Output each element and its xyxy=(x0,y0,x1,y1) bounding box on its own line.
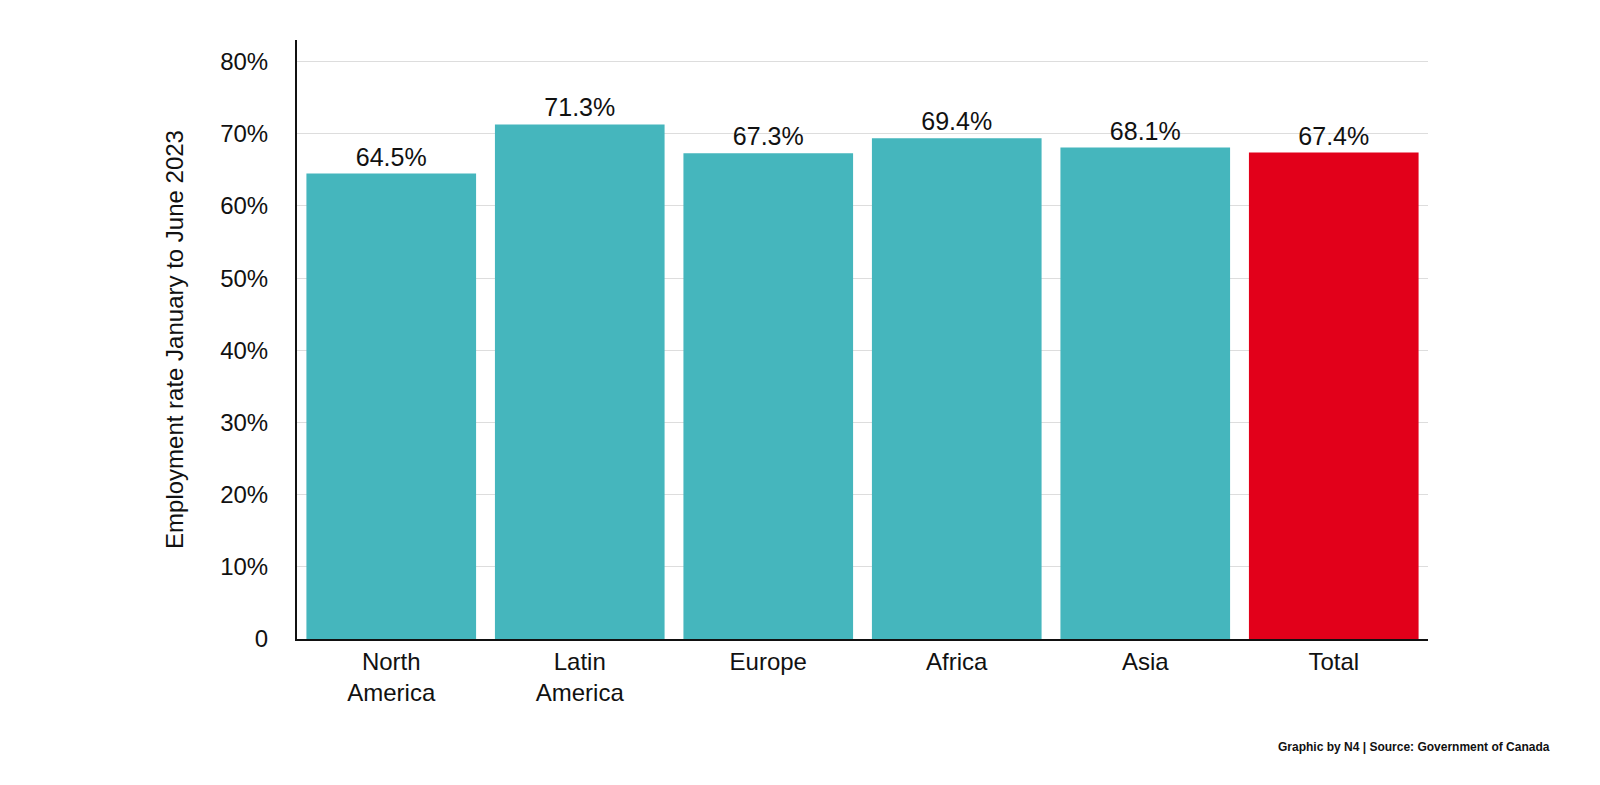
svg-text:0: 0 xyxy=(255,625,268,652)
svg-text:LatinAmerica: LatinAmerica xyxy=(536,648,625,706)
svg-text:69.4%: 69.4% xyxy=(921,107,992,135)
svg-text:Asia: Asia xyxy=(1122,648,1169,675)
svg-text:40%: 40% xyxy=(220,337,268,364)
svg-text:30%: 30% xyxy=(220,409,268,436)
svg-text:Europe: Europe xyxy=(730,648,807,675)
svg-text:67.3%: 67.3% xyxy=(733,122,804,150)
svg-text:64.5%: 64.5% xyxy=(356,143,427,171)
svg-text:67.4%: 67.4% xyxy=(1298,122,1369,150)
svg-text:70%: 70% xyxy=(220,120,268,147)
svg-text:60%: 60% xyxy=(220,192,268,219)
svg-text:Total: Total xyxy=(1308,648,1359,675)
svg-text:Employment rate January to Jun: Employment rate January to June 2023 xyxy=(161,130,188,549)
svg-text:50%: 50% xyxy=(220,265,268,292)
svg-text:20%: 20% xyxy=(220,481,268,508)
svg-text:71.3%: 71.3% xyxy=(544,93,615,121)
svg-text:Africa: Africa xyxy=(926,648,988,675)
svg-text:80%: 80% xyxy=(220,48,268,75)
svg-text:NorthAmerica: NorthAmerica xyxy=(347,648,436,706)
svg-text:Graphic by N4 | Source: Govern: Graphic by N4 | Source: Government of Ca… xyxy=(1278,740,1550,754)
svg-text:10%: 10% xyxy=(220,553,268,580)
svg-text:68.1%: 68.1% xyxy=(1110,117,1181,145)
